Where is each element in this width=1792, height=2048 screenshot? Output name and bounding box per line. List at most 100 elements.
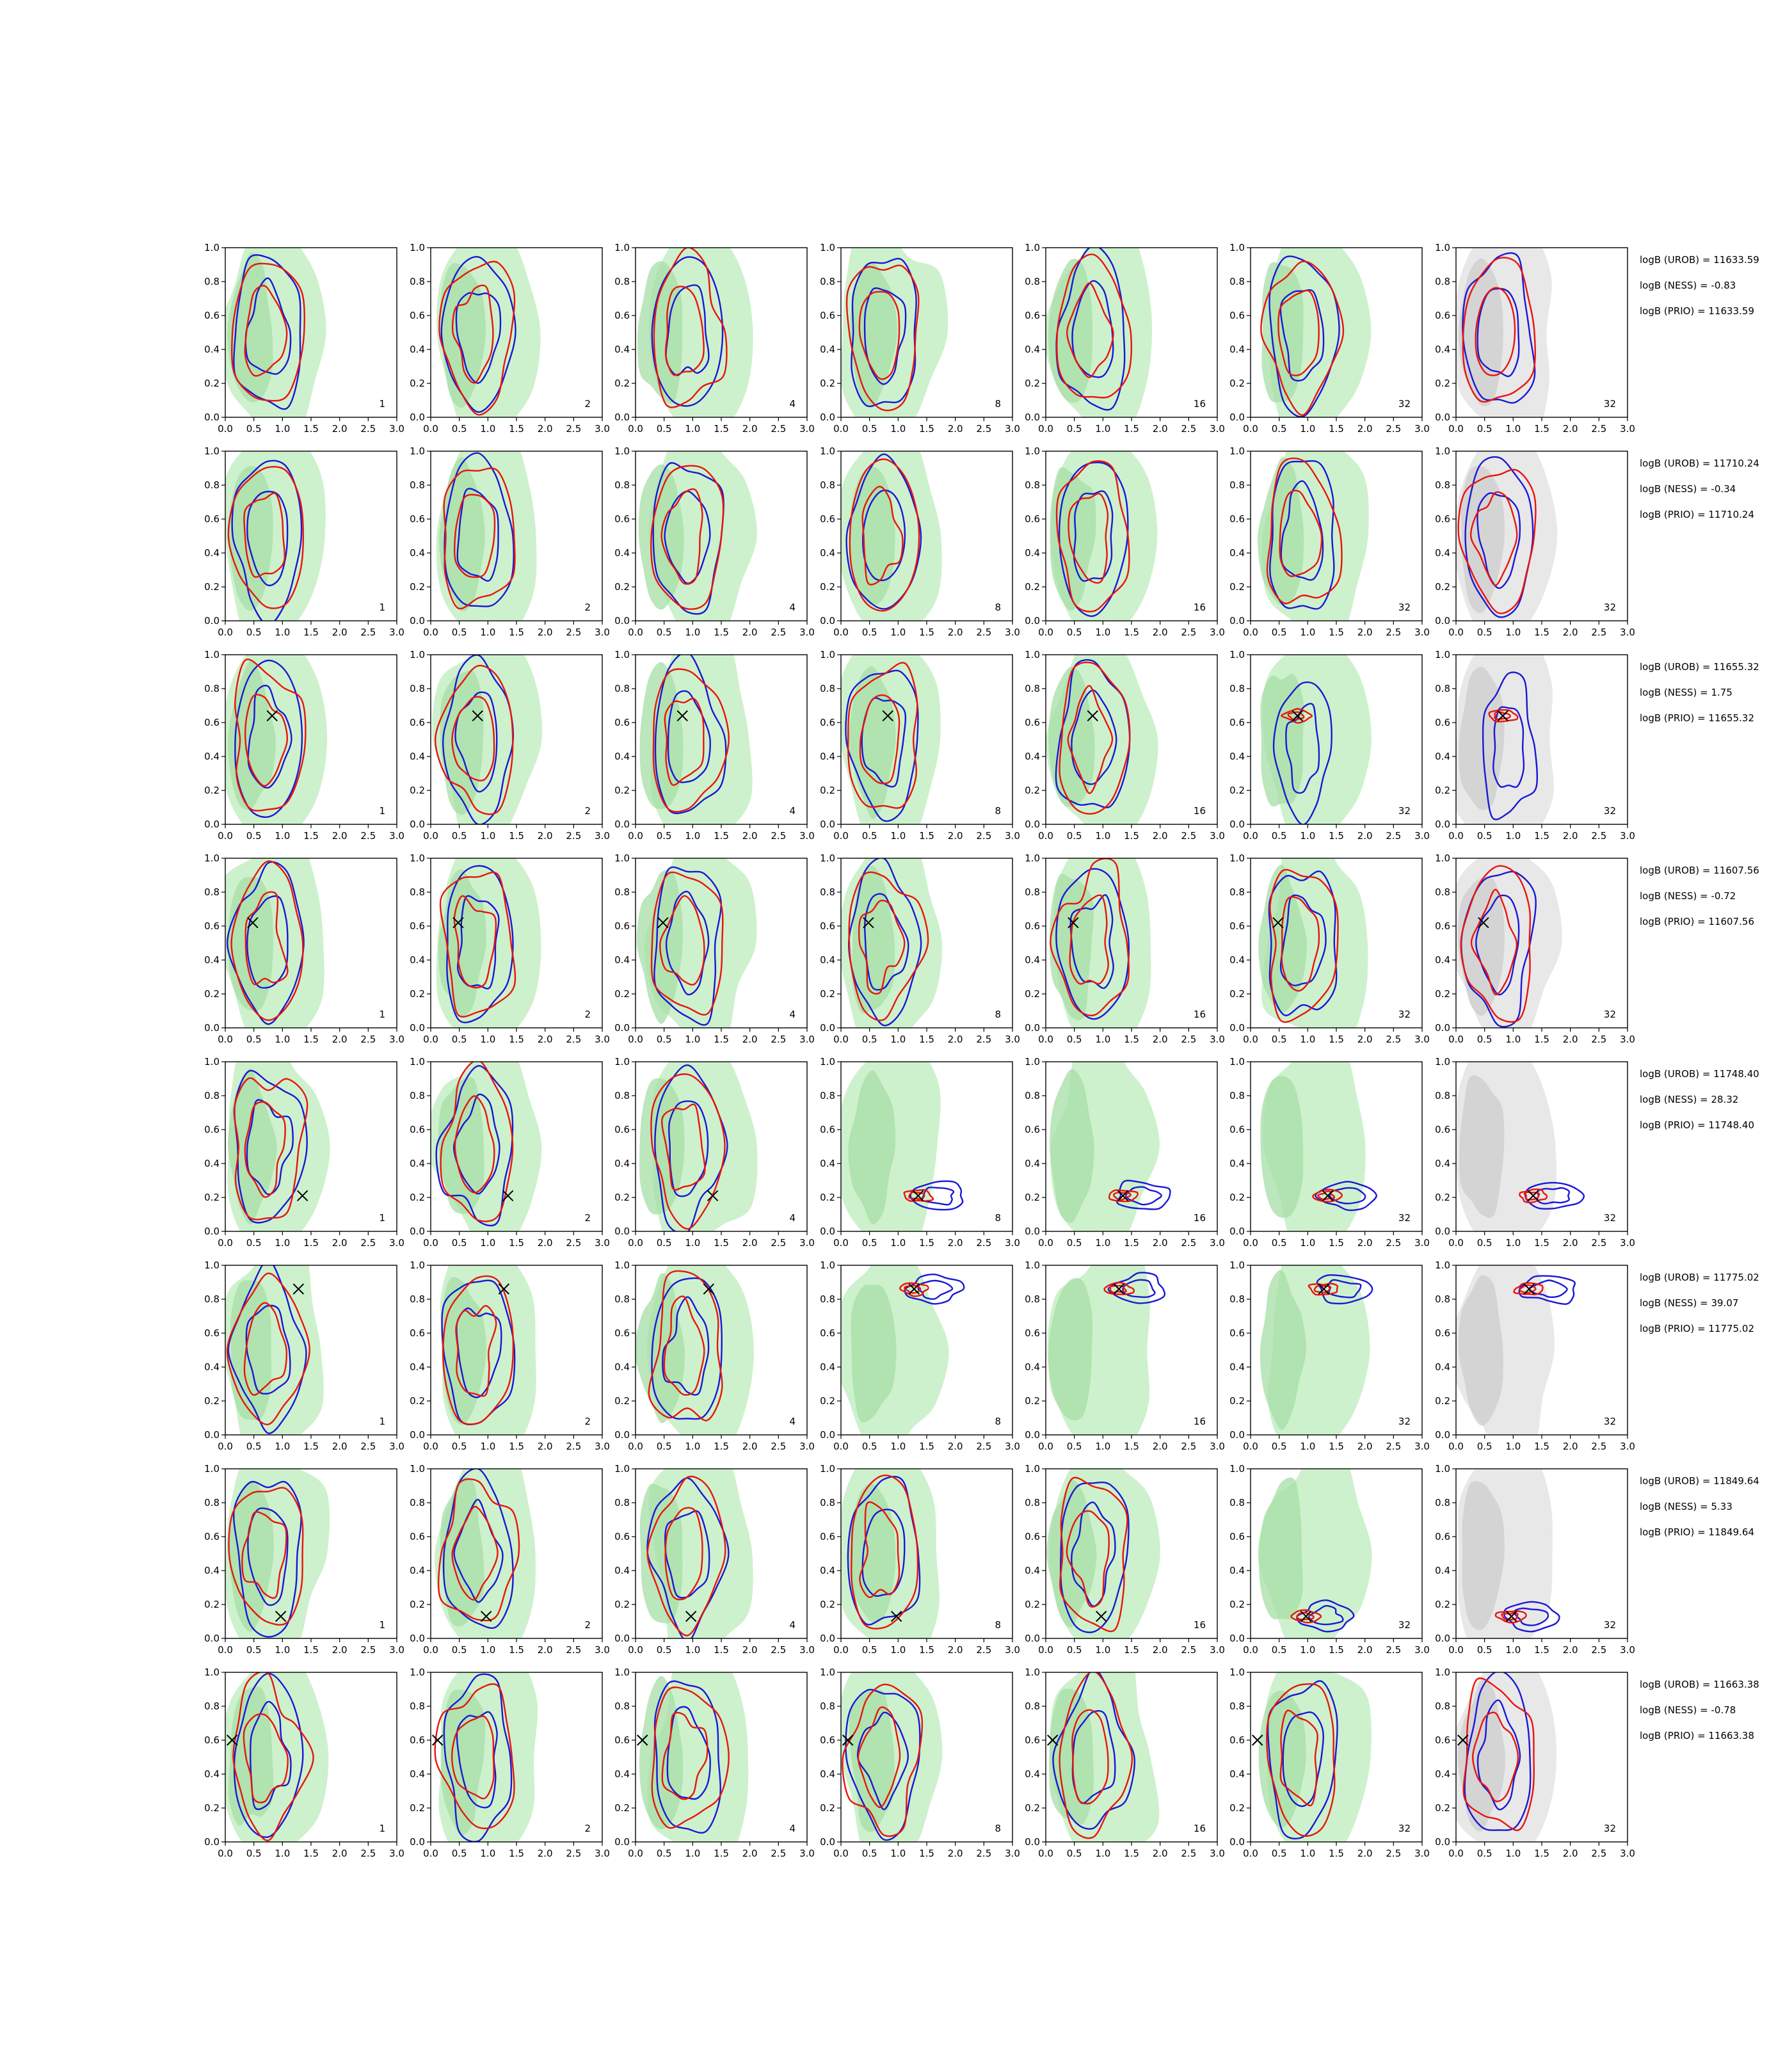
contour-layer (841, 1062, 964, 1231)
truth-marker (863, 916, 874, 929)
blue-contour-inner (456, 895, 500, 989)
y-tick-label: 0.0 (410, 1429, 425, 1441)
y-tick-label: 0.2 (204, 1395, 220, 1407)
x-tick-label: 1.5 (509, 1441, 524, 1452)
x-tick-label: 2.5 (1181, 1034, 1196, 1045)
facet-row-7: 0.0 0.5 1.0 1.5 2.0 2.5 3.0 0.0 0.2 0.4 0.6 0.8 1.0 1… (204, 1463, 1759, 1656)
score-text: logB (UROB) = 11849.64 (1640, 1475, 1759, 1487)
score-text: logB (NESS) = 28.32 (1640, 1094, 1738, 1105)
x-tick-label: 2.0 (948, 1441, 963, 1452)
x-tick-label: 0.0 (1038, 1848, 1053, 1859)
red-contour-inner (451, 696, 495, 781)
x-tick-label: 0.5 (1477, 1034, 1492, 1045)
y-tick-label: 0.8 (614, 479, 630, 491)
truth-marker (707, 1190, 719, 1202)
x-tick-label: 2.5 (566, 1441, 581, 1452)
y-tick-label: 0.4 (1025, 1565, 1040, 1576)
y-tick-label: 0.8 (410, 276, 425, 287)
y-tick-label: 0.6 (410, 1531, 425, 1542)
x-tick-label: 3.0 (799, 423, 815, 435)
x-tick-label: 0.0 (833, 423, 849, 435)
contour-layer (1456, 858, 1562, 1028)
panel-label: 8 (995, 1619, 1001, 1631)
red-contour-outer (1460, 865, 1532, 1023)
red-contour-outer (651, 1686, 730, 1829)
x-tick-label: 2.0 (1153, 627, 1168, 638)
y-axis: 0.0 0.2 0.4 0.6 0.8 1.0 (820, 852, 841, 1034)
contour-layer (1260, 1265, 1373, 1435)
facet-panel: 0.0 0.5 1.0 1.5 2.0 2.5 3.0 0.0 0.2 0.4 0.6 0.8 1.0 3… (1229, 852, 1430, 1045)
x-tick-label: 1.5 (509, 1034, 524, 1045)
x-tick-label: 1.5 (303, 1441, 319, 1452)
x-tick-label: 1.5 (1124, 1644, 1139, 1656)
panel-label: 4 (789, 1823, 796, 1834)
y-tick-label: 0.8 (410, 479, 425, 491)
x-tick-label: 2.0 (332, 1644, 348, 1656)
panel-label: 32 (1398, 398, 1411, 410)
red-contour-outer (442, 1275, 515, 1425)
score-text: logB (PRIO) = 11663.38 (1640, 1730, 1754, 1741)
y-tick-label: 0.4 (614, 1565, 630, 1576)
blue-contour-inner (1492, 706, 1525, 788)
red-contour-outer (650, 871, 724, 1016)
y-tick-label: 0.8 (1229, 683, 1245, 694)
y-axis: 0.0 0.2 0.4 0.6 0.8 1.0 (614, 1056, 636, 1237)
panel-label: 2 (584, 602, 591, 613)
y-axis: 0.0 0.2 0.4 0.6 0.8 1.0 (204, 1463, 225, 1644)
x-tick-label: 1.0 (1505, 830, 1521, 842)
x-tick-label: 0.0 (1243, 1441, 1258, 1452)
y-tick-label: 1.0 (204, 242, 220, 253)
x-tick-label: 1.5 (303, 1237, 319, 1249)
y-tick-label: 1.0 (1025, 1260, 1040, 1271)
y-tick-label: 0.0 (1435, 1633, 1450, 1644)
panel-label: 2 (584, 398, 591, 410)
x-tick-label: 3.0 (1620, 830, 1635, 842)
y-tick-label: 0.8 (1025, 1090, 1040, 1101)
y-tick-label: 0.8 (614, 1497, 630, 1508)
x-tick-label: 2.5 (976, 423, 991, 435)
y-tick-label: 0.4 (204, 344, 220, 355)
red-contour-outer (1308, 1283, 1339, 1296)
x-tick-label: 2.0 (1153, 423, 1168, 435)
x-tick-label: 1.0 (275, 1441, 290, 1452)
facet-panel: 0.0 0.5 1.0 1.5 2.0 2.5 3.0 0.0 0.2 0.4 0.6 0.8 1.0 1 (204, 852, 404, 1045)
y-tick-label: 0.2 (614, 988, 630, 1000)
x-tick-label: 1.0 (275, 1644, 290, 1656)
x-tick-label: 2.0 (332, 1848, 348, 1859)
contour-layer (432, 1672, 538, 1842)
x-tick-label: 0.5 (657, 627, 672, 638)
truth-marker (1095, 1610, 1107, 1622)
x-tick-label: 0.0 (628, 1237, 643, 1249)
score-text: logB (NESS) = -0.83 (1640, 280, 1736, 291)
y-tick-label: 0.4 (820, 751, 835, 762)
y-tick-label: 0.4 (410, 547, 425, 559)
truth-marker (1505, 1610, 1517, 1622)
y-axis: 0.0 0.2 0.4 0.6 0.8 1.0 (204, 1056, 225, 1237)
contour-layer (225, 655, 328, 824)
y-tick-label: 0.0 (204, 412, 220, 423)
y-axis: 0.0 0.2 0.4 0.6 0.8 1.0 (410, 649, 431, 830)
x-tick-label: 0.0 (1038, 1644, 1053, 1656)
blue-contour-outer (440, 256, 516, 413)
red-contour-outer (650, 1073, 726, 1230)
blue-contour-inner (662, 1296, 710, 1396)
red-contour-outer (1266, 457, 1343, 605)
x-tick-label: 1.0 (1300, 1848, 1315, 1859)
x-tick-label: 0.5 (1477, 1237, 1492, 1249)
blue-contour-outer (1268, 255, 1340, 417)
x-tick-label: 0.5 (246, 1644, 262, 1656)
score-text: logB (NESS) = -0.78 (1640, 1704, 1736, 1716)
x-tick-label: 3.0 (1210, 1848, 1225, 1859)
panel-label: 16 (1194, 805, 1206, 817)
contour-layer (227, 1062, 330, 1231)
blue-contour-inner (1329, 1187, 1366, 1204)
panel-label: 1 (379, 1823, 385, 1834)
score-text: logB (NESS) = 1.75 (1640, 687, 1732, 698)
y-tick-label: 0.8 (204, 1700, 220, 1712)
y-axis: 0.0 0.2 0.4 0.6 0.8 1.0 (410, 1260, 431, 1441)
y-tick-label: 1.0 (614, 852, 630, 864)
y-tick-label: 0.8 (1435, 886, 1450, 898)
contour-layer (841, 1672, 943, 1842)
y-tick-label: 0.2 (820, 378, 835, 389)
x-axis: 0.0 0.5 1.0 1.5 2.0 2.5 3.0 (1243, 621, 1430, 638)
